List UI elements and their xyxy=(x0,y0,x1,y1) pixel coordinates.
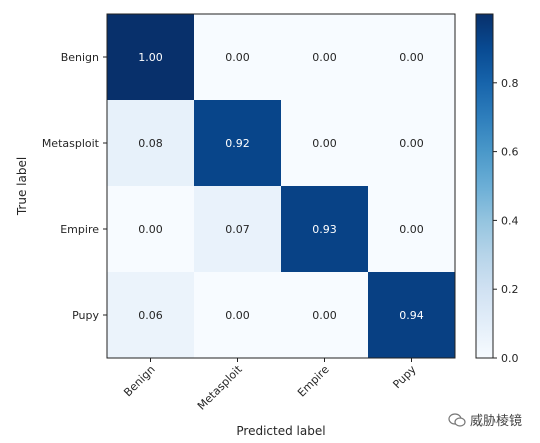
heatmap-cell xyxy=(368,272,456,359)
cell-value-label: 0.00 xyxy=(312,137,337,150)
cell-value-label: 0.00 xyxy=(399,223,424,236)
cell-value-label: 0.00 xyxy=(225,309,250,322)
x-tick-label: Benign xyxy=(121,363,157,399)
plot-frame xyxy=(106,13,456,359)
x-tick-label: Pupy xyxy=(390,363,419,392)
x-axis-label: Predicted label xyxy=(236,424,325,438)
cell-value-label: 0.92 xyxy=(225,137,250,150)
heatmap-cell xyxy=(107,100,195,187)
watermark-text: 威胁棱镜 xyxy=(470,414,523,429)
cell-value-label: 0.07 xyxy=(225,223,250,236)
heatmap-cell xyxy=(194,186,282,273)
cell-value-label: 0.00 xyxy=(138,223,163,236)
heatmap-cell xyxy=(368,14,456,101)
colorbar-gradient xyxy=(475,13,494,359)
cell-value-label: 0.00 xyxy=(399,137,424,150)
heatmap-cell xyxy=(107,272,195,359)
cell-value-label: 0.06 xyxy=(138,309,163,322)
x-tick-label: Metasploit xyxy=(195,362,245,412)
cell-value-label: 1.00 xyxy=(138,51,163,64)
heatmap-cell xyxy=(194,14,282,101)
cell-value-label: 0.94 xyxy=(399,309,424,322)
heatmap-cell xyxy=(281,14,369,101)
y-tick-label: Metasploit xyxy=(42,137,100,150)
heatmap-cell xyxy=(107,14,195,101)
cell-value-label: 0.00 xyxy=(225,51,250,64)
cell-value-label: 0.00 xyxy=(312,51,337,64)
heatmap-cells: 1.00 0.00 0.00 0.00 0.08 0.92 0.00 0.00 0.00 0.07… xyxy=(107,14,456,359)
heatmap-cell xyxy=(281,272,369,359)
wechat-icon xyxy=(448,412,466,427)
heatmap-cell xyxy=(281,100,369,187)
colorbar: 0.0 0.2 0.4 0.6 0.8 xyxy=(475,13,519,365)
heatmap-cell xyxy=(368,100,456,187)
x-axis-ticks: Benign Metasploit Empire Pupy xyxy=(121,358,419,413)
y-axis-label: True label xyxy=(15,157,29,216)
heatmap-cell xyxy=(194,100,282,187)
cell-value-label: 0.00 xyxy=(312,309,337,322)
colorbar-tick-label: 0.6 xyxy=(501,146,519,159)
y-tick-label: Pupy xyxy=(72,309,99,322)
watermark: 威胁棱镜 xyxy=(448,410,522,429)
colorbar-ticks: 0.0 0.2 0.4 0.6 0.8 xyxy=(493,77,519,365)
colorbar-tick-label: 0.4 xyxy=(501,214,519,227)
y-tick-label: Benign xyxy=(61,51,99,64)
cell-value-label: 0.00 xyxy=(399,51,424,64)
heatmap-cell xyxy=(194,272,282,359)
colorbar-tick-label: 0.0 xyxy=(501,352,519,365)
y-tick-label: Empire xyxy=(60,223,99,236)
heatmap-cell xyxy=(281,186,369,273)
colorbar-tick-label: 0.2 xyxy=(501,283,519,296)
colorbar-tick-label: 0.8 xyxy=(501,77,519,90)
cell-value-label: 0.08 xyxy=(138,137,163,150)
x-tick-label: Empire xyxy=(295,363,332,400)
y-axis-ticks: Benign Metasploit Empire Pupy xyxy=(42,51,107,322)
heatmap-cell xyxy=(107,186,195,273)
heatmap-cell xyxy=(368,186,456,273)
cell-value-label: 0.93 xyxy=(312,223,337,236)
